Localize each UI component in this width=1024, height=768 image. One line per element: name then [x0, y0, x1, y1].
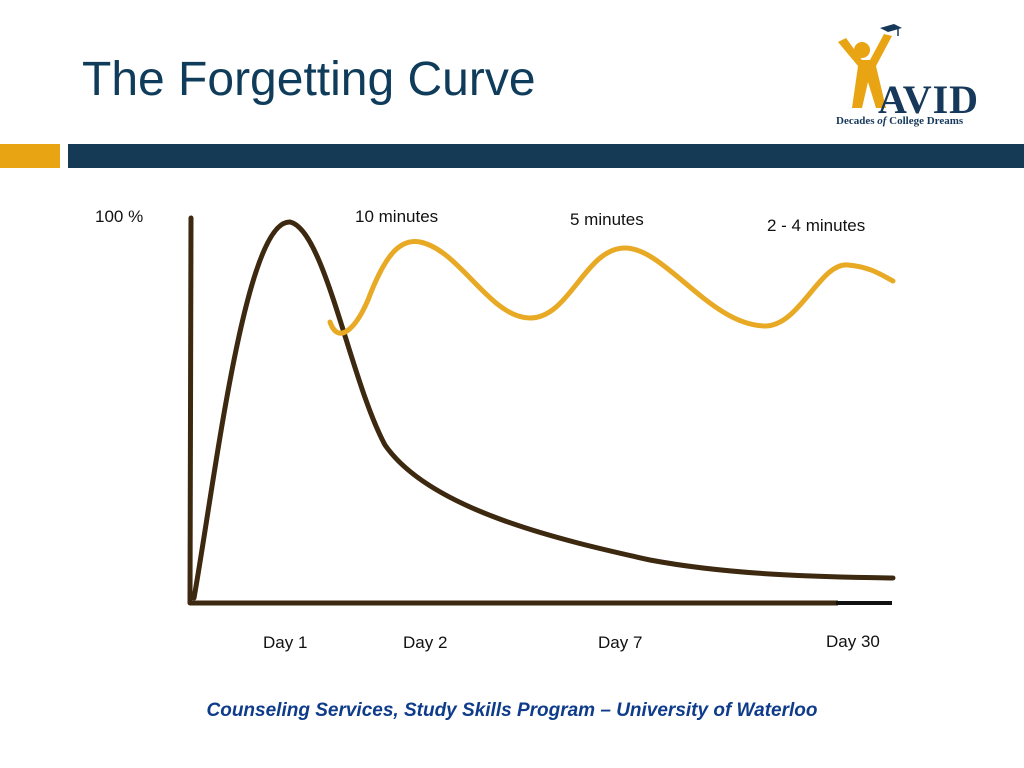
y-axis — [187, 215, 194, 606]
graduate-figure-icon — [838, 24, 902, 108]
header-band — [68, 144, 1024, 168]
annotation-10-minutes: 10 minutes — [355, 207, 438, 226]
x-tick-label: Day 7 — [598, 633, 642, 652]
x-tick-label: Day 2 — [403, 633, 447, 652]
y-axis-label: 100 % — [95, 207, 143, 226]
review-curve-line — [327, 238, 896, 336]
slide-title: The Forgetting Curve — [82, 53, 536, 106]
forgetting-curve-line — [191, 219, 896, 601]
annotation-5-minutes: 5 minutes — [570, 210, 644, 229]
x-tick-label: Day 1 — [263, 633, 307, 652]
header-band-accent — [0, 144, 60, 168]
logo-wordmark: AVID — [878, 77, 980, 122]
x-tick-label: Day 30 — [826, 632, 880, 651]
slide-footer: Counseling Services, Study Skills Progra… — [206, 700, 818, 721]
logo-tagline: Decades of College Dreams — [836, 115, 964, 127]
annotation-2-4-minutes: 2 - 4 minutes — [767, 216, 865, 235]
